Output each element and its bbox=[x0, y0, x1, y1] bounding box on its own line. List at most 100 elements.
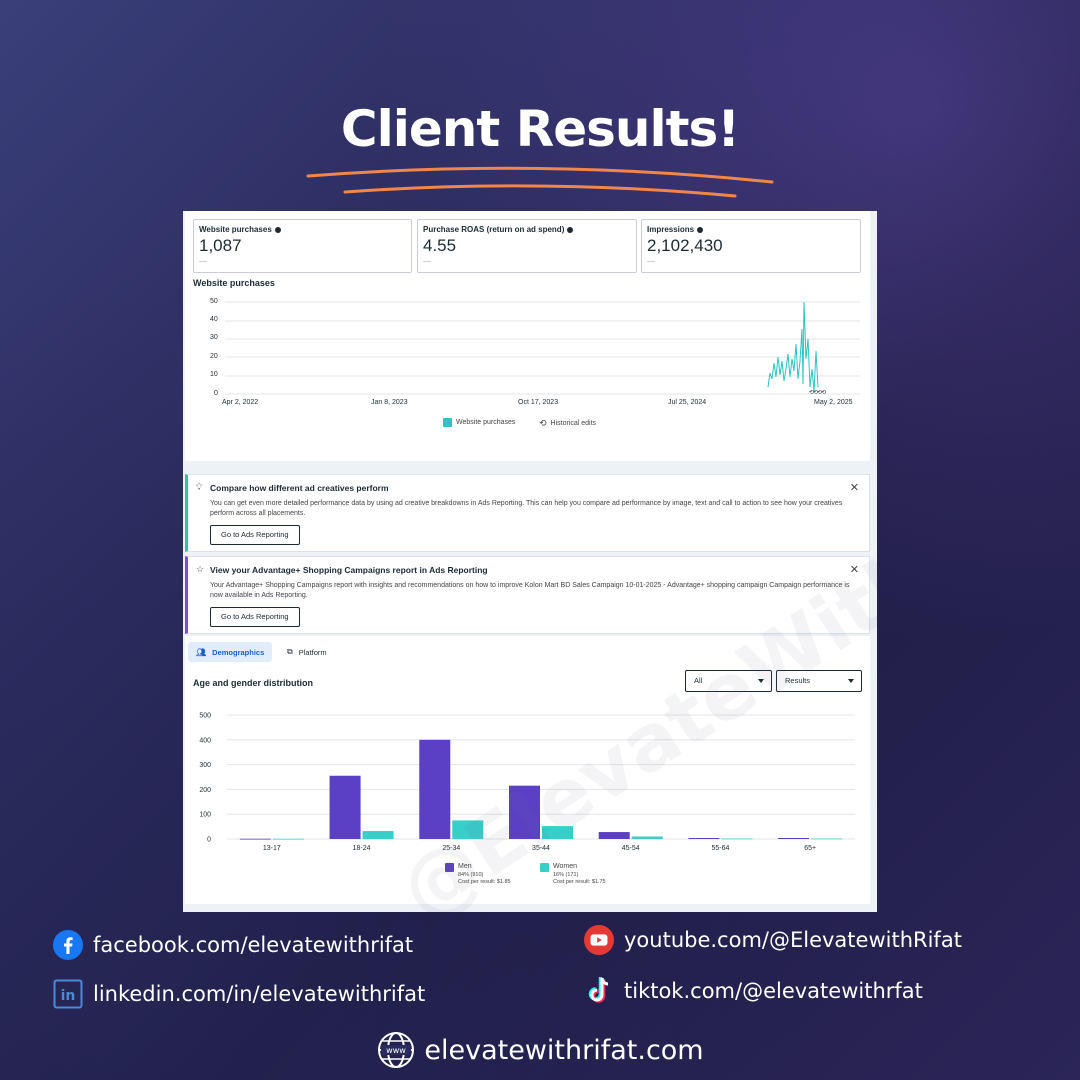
tab-platform[interactable]: ⧉ Platform bbox=[279, 642, 335, 662]
legend-swatch bbox=[443, 418, 452, 427]
x-tick: May 2, 2025 bbox=[814, 399, 853, 406]
website-link[interactable]: www elevatewithrifat.com bbox=[0, 1030, 1080, 1070]
gender-filter-select[interactable]: All bbox=[685, 670, 772, 692]
website-url: elevatewithrifat.com bbox=[424, 1034, 704, 1066]
x-tick: Jul 25, 2024 bbox=[668, 399, 707, 406]
bar-women-13-17 bbox=[272, 838, 304, 840]
bar-men-65+ bbox=[778, 838, 810, 839]
card-body: You can get even more detailed performan… bbox=[210, 500, 843, 517]
youtube-link[interactable]: youtube.com/@ElevatewithRifat bbox=[584, 925, 962, 955]
kpi-label: Impressions bbox=[647, 225, 695, 234]
kpi-label: Purchase ROAS (return on ad spend) bbox=[423, 225, 565, 234]
bar-men-13-17 bbox=[239, 838, 271, 840]
bar-men-35-44 bbox=[509, 785, 540, 839]
caret-down-icon bbox=[848, 679, 854, 683]
kpi-dash bbox=[423, 261, 431, 262]
bar-women-65+ bbox=[811, 838, 843, 840]
select-value: All bbox=[694, 676, 703, 685]
linkedin-url: linkedin.com/in/elevatewithrifat bbox=[93, 982, 426, 1006]
x-tick-label: 55-64 bbox=[711, 845, 729, 852]
line-legend-series[interactable]: Website purchases bbox=[443, 418, 515, 427]
people-icon: 👥︎ bbox=[196, 647, 207, 657]
linkedin-link[interactable]: in linkedin.com/in/elevatewithrifat bbox=[53, 979, 425, 1009]
legend-cost: Cost per result: $1.75 bbox=[553, 879, 606, 885]
history-icon: ⟲ bbox=[539, 418, 547, 428]
facebook-icon bbox=[53, 930, 83, 960]
metric-filter-select[interactable]: Results bbox=[776, 670, 862, 692]
info-icon bbox=[274, 226, 281, 233]
go-to-ads-reporting-button[interactable]: Go to Ads Reporting bbox=[210, 525, 300, 545]
kpi-dash bbox=[199, 261, 207, 262]
x-tick-label: 18-24 bbox=[353, 845, 371, 852]
x-tick: Jan 8, 2023 bbox=[371, 399, 408, 406]
y-tick-label: 100 bbox=[199, 812, 211, 819]
legend-women[interactable]: Women 16% (171) Cost per result: $1.75 bbox=[540, 863, 606, 885]
legend-men[interactable]: Men 84% (910) Cost per result: $1.85 bbox=[445, 863, 511, 885]
legend-label: Website purchases bbox=[456, 419, 516, 426]
tiktok-icon bbox=[584, 976, 614, 1006]
kpi-value: 1,087 bbox=[199, 236, 242, 255]
demographics-title: Age and gender distribution bbox=[193, 678, 314, 688]
x-tick-label: 45-54 bbox=[622, 845, 640, 852]
svg-text:in: in bbox=[61, 988, 76, 1004]
tiktok-url: tiktok.com/@elevatewithrfat bbox=[624, 979, 923, 1003]
globe-icon: www bbox=[376, 1030, 416, 1070]
legend-cost: Cost per result: $1.85 bbox=[458, 879, 511, 885]
y-tick: 10 bbox=[210, 371, 218, 378]
recommendation-card-advantage: ☆ View your Advantage+ Shopping Campaign… bbox=[185, 556, 870, 634]
y-tick: 40 bbox=[210, 316, 218, 323]
info-icon bbox=[697, 226, 704, 233]
legend-label: Historical edits bbox=[550, 420, 597, 427]
y-tick-label: 300 bbox=[199, 762, 211, 769]
x-tick-label: 13-17 bbox=[263, 845, 281, 852]
facebook-url: facebook.com/elevatewithrifat bbox=[93, 933, 414, 957]
close-icon[interactable]: ✕ bbox=[849, 564, 859, 576]
x-tick-label: 35-44 bbox=[532, 845, 550, 852]
youtube-url: youtube.com/@ElevatewithRifat bbox=[624, 928, 962, 952]
tiktok-link[interactable]: tiktok.com/@elevatewithrfat bbox=[584, 976, 923, 1006]
tab-label: Platform bbox=[298, 647, 327, 657]
y-tick-label: 200 bbox=[199, 787, 211, 794]
youtube-icon bbox=[584, 925, 614, 955]
bar-women-45-54 bbox=[631, 836, 663, 839]
bar-women-55-64 bbox=[721, 838, 753, 840]
facebook-link[interactable]: facebook.com/elevatewithrifat bbox=[53, 930, 413, 960]
page-title: Client Results! bbox=[340, 100, 740, 158]
y-tick: 50 bbox=[210, 298, 218, 305]
overview-panel: Website purchases 1,087 Purchase ROAS (r… bbox=[185, 211, 870, 461]
kpi-card-website-purchases[interactable]: Website purchases 1,087 bbox=[193, 219, 412, 273]
legend-share: 84% (910) bbox=[458, 872, 484, 878]
legend-swatch bbox=[540, 863, 549, 872]
tab-label: Demographics bbox=[212, 647, 265, 657]
kpi-card-purchase-roas[interactable]: Purchase ROAS (return on ad spend) 4.55 bbox=[417, 219, 637, 273]
y-tick-label: 500 bbox=[199, 713, 211, 720]
line-chart-title: Website purchases bbox=[193, 278, 275, 288]
legend-label: Men bbox=[458, 863, 472, 870]
age-gender-bar-chart: 500 400 300 200 100 0 13-17 18-24 25-34 35-44 45-5… bbox=[199, 713, 855, 852]
star-icon: ☆ bbox=[196, 564, 205, 574]
legend-swatch bbox=[445, 863, 454, 872]
linkedin-icon: in bbox=[53, 979, 83, 1009]
bar-men-18-24 bbox=[329, 775, 361, 839]
kpi-label: Website purchases bbox=[199, 225, 272, 234]
bar-men-25-34 bbox=[419, 739, 451, 839]
close-icon[interactable]: ✕ bbox=[849, 482, 859, 494]
ads-manager-screenshot: Website purchases 1,087 Purchase ROAS (r… bbox=[183, 211, 877, 912]
tab-demographics[interactable]: 👥︎ Demographics bbox=[188, 642, 273, 662]
line-legend-edits[interactable]: ⟲ Historical edits bbox=[539, 418, 596, 429]
kpi-dash bbox=[647, 261, 655, 262]
kpi-value: 4.55 bbox=[423, 236, 457, 255]
bar-men-45-54 bbox=[598, 832, 630, 839]
card-title: View your Advantage+ Shopping Campaigns … bbox=[210, 565, 488, 575]
card-body: Your Advantage+ Shopping Campaigns repor… bbox=[210, 582, 850, 599]
go-to-ads-reporting-button[interactable]: Go to Ads Reporting bbox=[210, 607, 300, 627]
svg-text:www: www bbox=[387, 1046, 407, 1055]
bar-women-18-24 bbox=[362, 831, 394, 839]
y-tick: 20 bbox=[210, 353, 218, 360]
platform-icon: ⧉ bbox=[287, 647, 293, 656]
select-value: Results bbox=[785, 676, 811, 685]
kpi-card-impressions[interactable]: Impressions 2,102,430 bbox=[641, 219, 861, 273]
x-tick-label: 65+ bbox=[804, 845, 816, 852]
bar-women-25-34 bbox=[452, 820, 484, 839]
card-title: Compare how different ad creatives perfo… bbox=[210, 483, 389, 493]
